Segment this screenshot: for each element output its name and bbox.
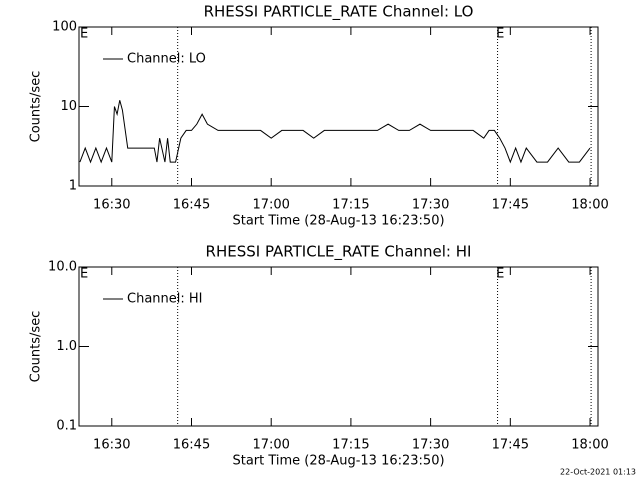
y-tick-label: 0.1 bbox=[56, 419, 77, 434]
x-tick-label: 17:30 bbox=[412, 198, 449, 213]
x-tick-label: 17:30 bbox=[412, 438, 449, 453]
x-tick-label: 17:00 bbox=[252, 198, 289, 213]
y-tick-label: 10.0 bbox=[48, 260, 77, 275]
x-axis-title: Start Time (28-Aug-13 16:23:50) bbox=[232, 454, 444, 469]
x-tick-label: 18:00 bbox=[571, 198, 608, 213]
event-flag: E bbox=[80, 267, 88, 282]
chart-title: RHESSI PARTICLE_RATE Channel: HI bbox=[206, 243, 472, 262]
x-tick-label: 16:30 bbox=[93, 198, 130, 213]
footer: 22-Oct-2021 01:13 bbox=[560, 468, 636, 477]
event-flag: E bbox=[80, 27, 88, 42]
y-axis-title: Counts/sec bbox=[29, 311, 44, 383]
x-tick-label: 16:45 bbox=[173, 438, 210, 453]
y-axis-title: Counts/sec bbox=[29, 71, 44, 143]
x-tick-label: 17:00 bbox=[252, 438, 289, 453]
x-axis-title: Start Time (28-Aug-13 16:23:50) bbox=[232, 214, 444, 229]
x-tick-label: 16:30 bbox=[93, 438, 130, 453]
event-flag: E bbox=[496, 27, 504, 42]
y-tick-label: 10 bbox=[60, 99, 77, 114]
x-tick-label: 17:45 bbox=[492, 438, 529, 453]
x-tick-label: 17:15 bbox=[332, 198, 369, 213]
x-tick-label: 18:00 bbox=[571, 438, 608, 453]
legend-label: Channel: LO bbox=[127, 52, 206, 67]
x-tick-label: 16:45 bbox=[173, 198, 210, 213]
legend-label: Channel: HI bbox=[127, 292, 203, 307]
y-tick-label: 100 bbox=[52, 20, 77, 35]
x-tick-label: 17:15 bbox=[332, 438, 369, 453]
y-tick-label: 1 bbox=[69, 179, 77, 194]
data-line bbox=[79, 100, 591, 164]
chart-title: RHESSI PARTICLE_RATE Channel: LO bbox=[204, 3, 474, 22]
event-flag: E bbox=[496, 267, 504, 282]
x-tick-label: 17:45 bbox=[492, 198, 529, 213]
y-tick-label: 1.0 bbox=[56, 339, 77, 354]
